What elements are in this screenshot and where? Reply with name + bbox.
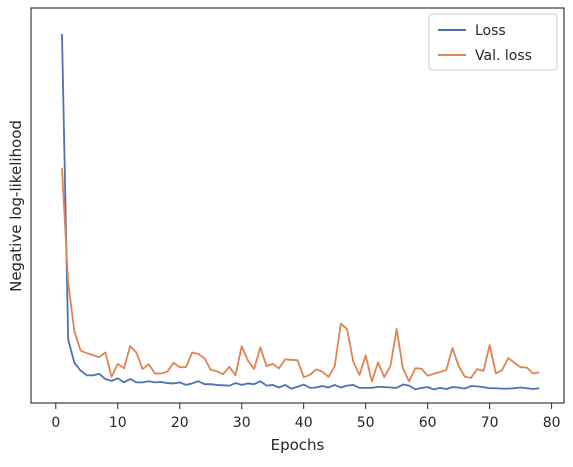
x-tick-label: 30	[233, 415, 251, 431]
series-line-val-loss	[61, 167, 540, 383]
series-lines	[61, 33, 540, 391]
legend-label-loss: Loss	[475, 23, 506, 39]
x-tick-label: 60	[419, 415, 437, 431]
y-axis-label: Negative log-likelihood	[7, 120, 25, 292]
series-line-loss	[61, 33, 540, 391]
x-tick-label: 50	[357, 415, 375, 431]
legend-label-val-loss: Val. loss	[475, 48, 532, 64]
x-tick-label: 0	[51, 415, 60, 431]
x-axis-label: Epochs	[271, 436, 325, 454]
x-axis-ticks: 0 10 20 30 40 50 60 70 80	[51, 403, 561, 431]
legend: Loss Val. loss	[428, 13, 558, 71]
x-tick-label: 40	[295, 415, 313, 431]
x-tick-label: 70	[481, 415, 499, 431]
x-tick-label: 80	[543, 415, 561, 431]
x-tick-label: 10	[109, 415, 127, 431]
x-tick-label: 20	[171, 415, 189, 431]
plot-frame	[30, 7, 565, 404]
